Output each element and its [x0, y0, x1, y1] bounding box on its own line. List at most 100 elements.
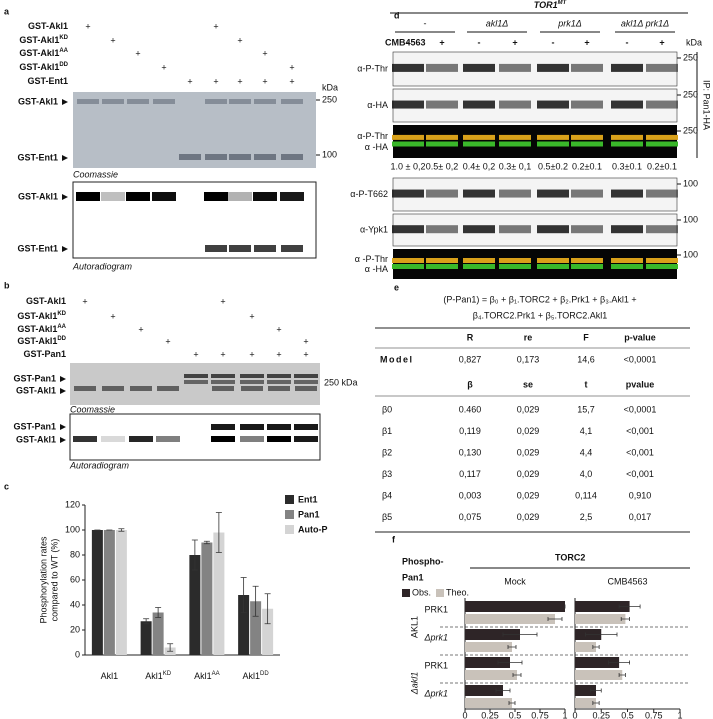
band: [130, 386, 152, 391]
band: [228, 192, 252, 201]
plus-sign: +: [237, 35, 242, 45]
plus-sign: +: [237, 76, 242, 86]
row-label: GST-Akl1KD: [19, 35, 68, 46]
error-bar: [167, 643, 174, 652]
error-bar: [608, 660, 630, 665]
band: [280, 192, 304, 201]
band: [229, 245, 251, 252]
strain-header-sup: MT: [558, 0, 568, 6]
treatment-label: CMB4563: [385, 37, 426, 47]
x-tick-label: 1: [677, 710, 682, 719]
legend-label: Obs.: [412, 587, 431, 597]
strain-header: TOR1MT: [534, 0, 568, 10]
kda-label: 100: [683, 214, 698, 224]
band-label: GST-Pan1: [13, 421, 56, 431]
table-cell: β5: [382, 512, 392, 522]
band-arrow: [60, 424, 66, 430]
x-tick-label: 0.25: [481, 710, 499, 719]
band: [152, 192, 176, 201]
panel-label: b: [4, 280, 10, 290]
band: [205, 99, 227, 104]
table-cell: 0,029: [517, 426, 540, 436]
quant-label: 0.2±0.1: [647, 161, 677, 171]
band-arrow: [60, 437, 66, 443]
band-label: GST-Akl1: [16, 385, 56, 395]
table-cell: 0,003: [459, 490, 482, 500]
row-label-base: GST-Akl1: [28, 21, 68, 31]
bar: [465, 601, 565, 612]
y-tick-label: 40: [70, 599, 80, 609]
bar: [201, 542, 213, 655]
band: [463, 100, 495, 109]
band: [184, 374, 208, 378]
band: [294, 374, 318, 378]
error-bar: [592, 645, 600, 649]
row-label-base: GST-Akl1: [17, 311, 57, 321]
bar: [575, 614, 626, 624]
blot-label: α-P-Thr: [357, 131, 388, 141]
error-bar: [592, 701, 600, 705]
plus-sign: +: [262, 76, 267, 86]
plus-sign: +: [303, 349, 308, 359]
band: [392, 225, 424, 234]
plus-sign: +: [138, 324, 143, 334]
plus-sign: +: [213, 76, 218, 86]
band: [499, 258, 531, 263]
row-label-sup: KD: [57, 311, 66, 317]
x-tick-label: 0.5: [509, 710, 522, 719]
group-header: akl1Δ: [486, 18, 509, 28]
bar: [91, 530, 103, 655]
band-arrow: [62, 194, 68, 200]
band: [127, 99, 149, 104]
plus-sign: +: [213, 21, 218, 31]
equation: β₄.TORC2.Prk1 + β₅.TORC2.Akl1: [473, 310, 608, 320]
table-cell: 0,173: [517, 354, 540, 364]
quant-label: 0.2±0.1: [572, 161, 602, 171]
band: [212, 386, 234, 391]
bar: [189, 555, 201, 655]
plus-sign: +: [276, 349, 281, 359]
legend-title: Pan1: [402, 572, 424, 582]
bar: [575, 657, 620, 668]
table-cell: 0,114: [575, 490, 597, 500]
legend-label: Ent1: [298, 494, 318, 504]
bar: [250, 601, 262, 655]
band: [537, 264, 569, 269]
legend-label: Theo.: [446, 587, 469, 597]
plus-sign: +: [249, 311, 254, 321]
band: [101, 192, 125, 201]
table-cell: 0,827: [459, 354, 482, 364]
x-tick-label: 0: [462, 710, 467, 719]
band-arrow: [62, 246, 68, 252]
band: [241, 386, 263, 391]
plus-sign: +: [110, 35, 115, 45]
table-cell: β3: [382, 469, 392, 479]
band: [537, 134, 569, 140]
error-bar: [240, 577, 247, 613]
table-cell: β4: [382, 490, 392, 500]
treatment-sign: -: [407, 37, 410, 47]
panel-label: a: [4, 6, 10, 16]
quant-label: 0.3± 0,1: [499, 161, 531, 171]
row-label: PRK1: [424, 660, 448, 670]
band: [240, 380, 264, 384]
band: [426, 264, 458, 269]
band-arrow: [62, 155, 68, 161]
plus-sign: +: [262, 48, 267, 58]
row-label-sup: DD: [59, 62, 68, 68]
kda-label: 100: [683, 178, 698, 188]
row-label-base: GST-Ent1: [27, 76, 68, 86]
x-tick-label: 1: [562, 710, 567, 719]
band: [294, 436, 318, 442]
panel-label: c: [4, 481, 9, 491]
band: [74, 386, 96, 391]
treatment-sign: -: [478, 37, 481, 47]
error-bar: [264, 593, 271, 625]
y-tick-label: 60: [70, 574, 80, 584]
plus-sign: +: [220, 296, 225, 306]
band-label: GST-Ent1: [17, 152, 58, 162]
table-cell: 15,7: [577, 404, 595, 414]
panel-label: f: [392, 534, 396, 544]
error-bar: [215, 512, 222, 553]
